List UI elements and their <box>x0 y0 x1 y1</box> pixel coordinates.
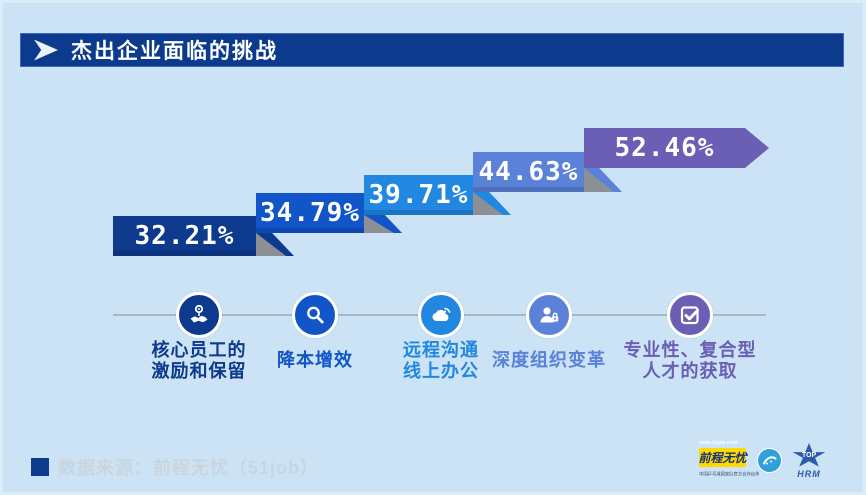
checkbox-icon <box>680 306 699 325</box>
value-band-5: 52.46% <box>584 128 769 168</box>
category-label-2: 降本增效 <box>225 350 405 371</box>
category-icon-circle-2 <box>292 292 338 338</box>
title-bar: 杰出企业面临的挑战 <box>20 33 844 67</box>
category-label-5: 专业性、复合型 人才的获取 <box>600 340 780 382</box>
logo-51job: www.51job.com 前程无忧 中国乒乓球国家队官方合作伙伴 <box>698 440 760 478</box>
tophrm-hrm-text: HRM <box>797 469 821 479</box>
arrow-right-icon <box>34 39 58 61</box>
label-line: 远程沟通 <box>403 340 479 360</box>
category-label-3: 远程沟通 线上办公 <box>351 340 531 382</box>
tophrm-top-text: TOP <box>801 452 817 459</box>
category-icon-circle-5 <box>667 292 713 338</box>
label-line: 人才的获取 <box>642 361 738 381</box>
category-icon-circle-3 <box>418 292 464 338</box>
value-label: 44.63% <box>478 157 579 187</box>
category-icon-circle-4 <box>526 292 572 338</box>
logo-url-text: www.51job.com <box>699 440 738 446</box>
data-source: 数据来源：前程无忧（51job） <box>31 454 319 480</box>
person-lock-icon <box>540 307 559 323</box>
value-band-1: 32.21% <box>113 216 256 256</box>
label-line: 激励和保留 <box>151 361 247 381</box>
category-icon-circle-1 <box>176 292 222 338</box>
logo-top-hrm: TOP HRM <box>792 443 826 479</box>
page-title: 杰出企业面临的挑战 <box>71 40 278 63</box>
logo-brand-text: 前程无忧 <box>698 451 747 465</box>
category-label-4: 深度组织变革 <box>459 350 639 371</box>
table-tennis-badge-icon <box>757 448 782 473</box>
label-line: 线上办公 <box>403 361 479 381</box>
label-line: 降本增效 <box>277 350 353 370</box>
value-label: 39.71% <box>368 180 469 210</box>
label-line: 深度组织变革 <box>492 350 606 370</box>
cloud-network-icon <box>432 307 451 321</box>
label-line: 专业性、复合型 <box>623 340 757 360</box>
pin-map-icon <box>190 304 208 323</box>
logo-partner-text: 中国乒乓球国家队官方合作伙伴 <box>699 472 760 477</box>
value-band-2: 34.79% <box>256 193 364 233</box>
value-band-4: 44.63% <box>473 152 584 192</box>
label-line: 核心员工的 <box>151 340 247 360</box>
value-label: 52.46% <box>614 133 715 163</box>
category-label-1: 核心员工的 激励和保留 <box>109 340 289 382</box>
source-bullet <box>31 458 49 476</box>
magnifier-icon <box>307 306 324 324</box>
value-label: 32.21% <box>134 221 235 251</box>
value-band-3: 39.71% <box>364 175 473 215</box>
logo-brand-box: 前程无忧 <box>698 448 747 467</box>
value-label: 34.79% <box>260 198 360 228</box>
badge-swoosh-icon <box>763 456 777 465</box>
source-text: 数据来源：前程无忧（51job） <box>58 458 320 478</box>
